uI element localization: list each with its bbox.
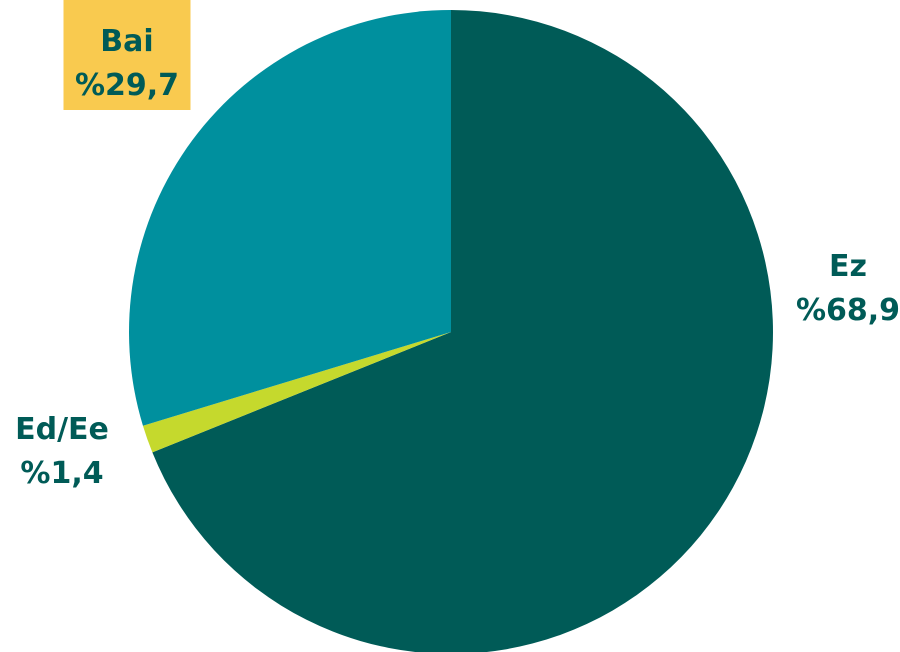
data-label-bai: Bai %29,7	[63, 0, 191, 110]
slice-name-bai: Bai	[100, 24, 153, 59]
data-label-edee: Ed/Ee %1,4	[15, 412, 109, 491]
slice-value-edee: %1,4	[20, 456, 103, 491]
pie-slice-ez	[152, 10, 773, 652]
data-label-ez: Ez %68,9	[796, 249, 900, 328]
slice-name-ez: Ez	[829, 249, 867, 284]
pie-slice-bai	[129, 10, 451, 426]
slice-value-bai: %29,7	[75, 68, 179, 103]
slice-name-edee: Ed/Ee	[15, 412, 109, 447]
slice-value-ez: %68,9	[796, 293, 900, 328]
slices-layer	[129, 10, 773, 652]
data-label-box-bai	[63, 0, 191, 110]
labels-layer: Ez %68,9 Ed/Ee %1,4 Bai %29,7	[15, 0, 900, 491]
pie-slice-edee	[142, 332, 451, 453]
